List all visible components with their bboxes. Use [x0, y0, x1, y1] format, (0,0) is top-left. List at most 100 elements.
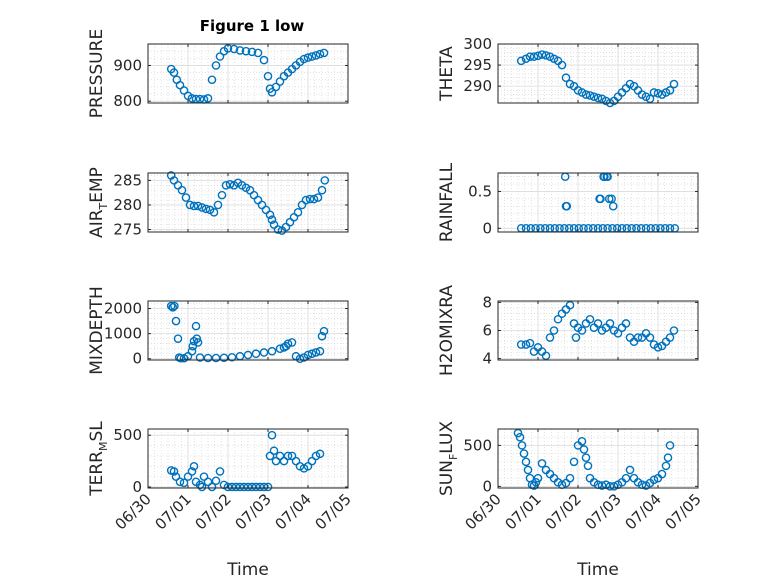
data-point — [243, 482, 253, 492]
x-tick-label: 07/01 — [502, 490, 545, 533]
y-axis-label-subscript: M — [97, 442, 110, 452]
data-point — [170, 301, 179, 311]
y-axis-label: SUNFLUX — [437, 421, 460, 496]
y-axis-label: AIRTEMP — [87, 167, 110, 238]
data-point — [541, 51, 551, 60]
axes-box — [147, 300, 349, 361]
data-point — [305, 194, 315, 204]
data-point — [557, 60, 567, 70]
data-point — [516, 340, 526, 349]
data-point — [307, 52, 317, 61]
data-point — [545, 333, 555, 342]
data-point — [531, 477, 541, 487]
data-point — [605, 482, 615, 491]
data-point — [317, 185, 327, 195]
data-point — [191, 321, 201, 331]
data-point — [561, 73, 571, 83]
data-point — [657, 469, 667, 479]
data-point — [529, 52, 539, 61]
subplot-terrsl: 0500TERRMSL06/3007/0107/0207/0307/0407/0… — [87, 421, 355, 580]
y-axis-label: MIXDEPTH — [87, 286, 107, 375]
y-axis-label: PRESSURE — [87, 29, 107, 118]
data-point — [185, 200, 195, 210]
data-point — [613, 329, 623, 338]
y-axis-label-main: THETA — [437, 46, 457, 102]
data-point — [259, 55, 269, 65]
y-tick-label: 4 — [482, 350, 492, 368]
y-axis-label: H2OMIXRA — [437, 285, 457, 376]
data-point — [181, 193, 191, 202]
data-point — [211, 353, 221, 363]
y-tick-label: 8 — [482, 293, 492, 311]
data-point — [171, 316, 181, 326]
data-point — [207, 482, 217, 492]
data-point — [537, 459, 547, 468]
data-point — [649, 88, 659, 97]
data-point — [309, 194, 319, 204]
y-axis-label-suffix: EMP — [87, 167, 107, 203]
data-point — [253, 48, 263, 58]
y-tick-label: 285 — [113, 171, 142, 189]
y-tick-label: 0 — [482, 219, 492, 237]
y-tick-label: 280 — [113, 196, 142, 214]
data-point — [267, 215, 277, 225]
data-point — [585, 91, 595, 100]
y-tick-label: 275 — [113, 221, 142, 239]
data-point — [168, 302, 178, 312]
subplot-h2omixra: 4 6 8 H2OMIXRA — [437, 285, 699, 376]
data-point — [175, 80, 185, 90]
y-axis-label: RAINFALL — [437, 162, 457, 242]
data-point — [293, 208, 303, 217]
data-point — [259, 348, 269, 357]
data-point — [193, 338, 203, 347]
data-point — [525, 52, 535, 61]
data-point — [247, 482, 257, 492]
subplot-sunlux: 0500SUNFLUX06/3007/0107/0207/0307/0407/0… — [437, 421, 705, 580]
data-point — [209, 208, 219, 217]
data-point — [189, 201, 199, 211]
y-axis-label: THETA — [437, 46, 457, 102]
y-tick-label: 0 — [132, 350, 142, 368]
data-point — [215, 467, 225, 476]
data-point — [187, 346, 197, 356]
data-point — [197, 482, 207, 492]
y-tick-label: 500 — [113, 426, 142, 444]
data-point — [211, 476, 221, 486]
data-point — [597, 481, 607, 490]
data-point — [645, 94, 655, 104]
data-point — [211, 61, 221, 70]
x-tick-label: 07/05 — [662, 490, 705, 533]
data-point — [301, 195, 311, 205]
data-point — [283, 339, 293, 348]
axes-box — [147, 172, 349, 233]
data-point — [169, 68, 179, 77]
x-tick-label: 07/03 — [232, 490, 275, 533]
x-tick-label: 06/30 — [112, 490, 155, 533]
y-tick-label: 500 — [463, 436, 492, 454]
y-tick-label: 0 — [132, 478, 142, 496]
y-tick-label: 900 — [113, 56, 142, 74]
data-point — [665, 86, 675, 95]
y-tick-label: 290 — [463, 77, 492, 95]
data-point — [541, 351, 551, 361]
y-tick-label: 295 — [463, 56, 492, 74]
data-point — [267, 346, 277, 356]
axes-box — [497, 43, 699, 104]
data-point — [169, 467, 179, 476]
subplot-rainfall: 0 0.5 RAINFALL — [437, 162, 699, 242]
subplot-theta: 290 295 300 THETA — [437, 35, 699, 108]
y-tick-label: 300 — [463, 35, 492, 53]
data-point — [562, 201, 572, 211]
data-point — [223, 482, 233, 492]
x-tick-label: 06/30 — [462, 490, 505, 533]
data-point — [653, 343, 663, 352]
data-point — [267, 430, 277, 440]
data-point — [269, 446, 279, 456]
data-point — [235, 482, 245, 492]
data-point — [193, 201, 203, 211]
y-axis-label-subscript: T — [97, 202, 110, 210]
data-point — [251, 482, 261, 492]
y-tick-label: 800 — [113, 92, 142, 110]
axes-box — [497, 172, 699, 233]
